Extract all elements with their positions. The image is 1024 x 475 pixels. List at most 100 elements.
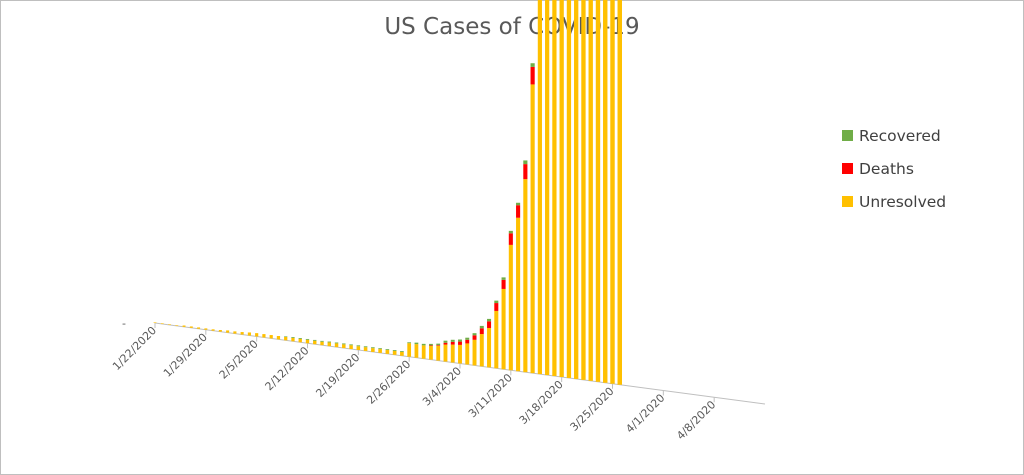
bar-recovered bbox=[334, 342, 339, 344]
bar-unresolved bbox=[530, 84, 535, 374]
legend-label: Unresolved bbox=[859, 193, 946, 211]
x-tick-label: 4/1/2020 bbox=[623, 391, 667, 435]
bar-unresolved bbox=[392, 351, 397, 355]
bar-unresolved bbox=[305, 339, 310, 344]
bar-deaths bbox=[472, 335, 477, 340]
bar-unresolved bbox=[595, 0, 601, 382]
bar-deaths bbox=[429, 345, 433, 346]
bar-unresolved bbox=[429, 345, 433, 360]
bar-recovered bbox=[450, 339, 455, 342]
bar-unresolved bbox=[407, 343, 412, 357]
bar-recovered bbox=[392, 350, 397, 352]
bar-unresolved bbox=[226, 330, 230, 333]
bar-unresolved bbox=[262, 334, 266, 338]
bar-unresolved bbox=[153, 322, 157, 323]
x-tick-label: 1/29/2020 bbox=[161, 331, 210, 380]
bar-unresolved bbox=[603, 0, 608, 383]
x-tick-label: 2/26/2020 bbox=[364, 358, 413, 407]
legend-label: Recovered bbox=[859, 127, 941, 145]
bar-recovered bbox=[313, 339, 317, 341]
bar-unresolved bbox=[479, 334, 484, 367]
bar-unresolved bbox=[443, 344, 448, 362]
bar-deaths bbox=[465, 339, 470, 344]
bar-unresolved bbox=[537, 0, 542, 375]
x-tick-label: 2/5/2020 bbox=[217, 337, 261, 381]
bar-unresolved bbox=[342, 344, 346, 349]
bar-unresolved bbox=[552, 0, 557, 377]
bar-unresolved bbox=[160, 323, 164, 324]
bar-unresolved bbox=[494, 310, 499, 369]
bar-unresolved bbox=[400, 351, 404, 356]
bars bbox=[153, 0, 622, 385]
bar-recovered bbox=[530, 63, 535, 67]
bar-deaths bbox=[516, 205, 521, 218]
bar-deaths bbox=[501, 279, 506, 289]
bar-unresolved bbox=[371, 348, 375, 352]
bar-unresolved bbox=[233, 331, 237, 334]
bar-unresolved bbox=[211, 329, 215, 331]
bar-unresolved bbox=[327, 342, 331, 347]
bar-recovered bbox=[479, 325, 484, 329]
x-tick-label: 2/19/2020 bbox=[313, 351, 362, 400]
bar-unresolved bbox=[284, 336, 288, 341]
bar-recovered bbox=[414, 342, 419, 345]
bar-unresolved bbox=[610, 0, 615, 384]
bar-recovered bbox=[327, 341, 331, 343]
x-tick-label: 4/8/2020 bbox=[674, 398, 718, 442]
bar-unresolved bbox=[240, 332, 244, 335]
legend-swatch bbox=[842, 196, 853, 207]
bar-unresolved bbox=[168, 324, 171, 325]
x-tick-label: 2/12/2020 bbox=[263, 344, 312, 393]
bar-unresolved bbox=[574, 0, 579, 379]
bar-recovered bbox=[305, 338, 310, 340]
bar-recovered bbox=[508, 230, 513, 234]
bar-unresolved bbox=[255, 333, 259, 337]
bar-recovered bbox=[516, 202, 521, 206]
bar-deaths bbox=[479, 328, 484, 335]
bar-recovered bbox=[523, 160, 528, 165]
bar-deaths bbox=[436, 345, 441, 346]
bar-unresolved bbox=[421, 345, 426, 359]
y-tick-label: - bbox=[122, 317, 126, 330]
bar-unresolved bbox=[617, 0, 622, 385]
bar-recovered bbox=[284, 336, 288, 337]
legend-swatch bbox=[842, 130, 853, 141]
bar-unresolved bbox=[291, 337, 295, 342]
bar-deaths bbox=[458, 341, 462, 345]
bar-deaths bbox=[487, 321, 492, 328]
bar-unresolved bbox=[487, 327, 492, 368]
bar-deaths bbox=[450, 341, 455, 345]
bar-unresolved bbox=[523, 179, 528, 373]
bar-recovered bbox=[436, 343, 441, 346]
bar-deaths bbox=[443, 342, 448, 345]
bar-recovered bbox=[342, 343, 346, 345]
bar-unresolved bbox=[385, 350, 390, 354]
bar-unresolved bbox=[197, 327, 201, 329]
bar-unresolved bbox=[313, 340, 317, 345]
bar-recovered bbox=[443, 340, 448, 343]
bar-recovered bbox=[363, 346, 368, 348]
x-tick-label: 3/18/2020 bbox=[517, 378, 566, 427]
bar-unresolved bbox=[269, 335, 273, 339]
bar-recovered bbox=[356, 345, 361, 347]
bar-unresolved bbox=[559, 0, 564, 377]
bar-unresolved bbox=[465, 343, 470, 365]
bar-unresolved bbox=[204, 328, 208, 330]
bar-recovered bbox=[429, 343, 433, 346]
legend: Recovered Deaths Unresolved bbox=[842, 127, 946, 211]
bar-recovered bbox=[421, 343, 426, 346]
x-tick-label: 3/11/2020 bbox=[466, 371, 515, 420]
x-tick-label: 3/25/2020 bbox=[568, 385, 617, 434]
bar-recovered bbox=[349, 344, 353, 346]
x-tick-label: 3/4/2020 bbox=[420, 364, 464, 408]
bar-unresolved bbox=[501, 288, 506, 370]
bar-unresolved bbox=[363, 347, 368, 351]
bar-unresolved bbox=[450, 344, 455, 363]
bar-recovered bbox=[501, 277, 506, 280]
bar-unresolved bbox=[189, 326, 193, 328]
bar-unresolved bbox=[378, 349, 382, 353]
bar-unresolved bbox=[349, 345, 353, 350]
bar-recovered bbox=[458, 339, 462, 342]
bar-recovered bbox=[385, 349, 390, 351]
